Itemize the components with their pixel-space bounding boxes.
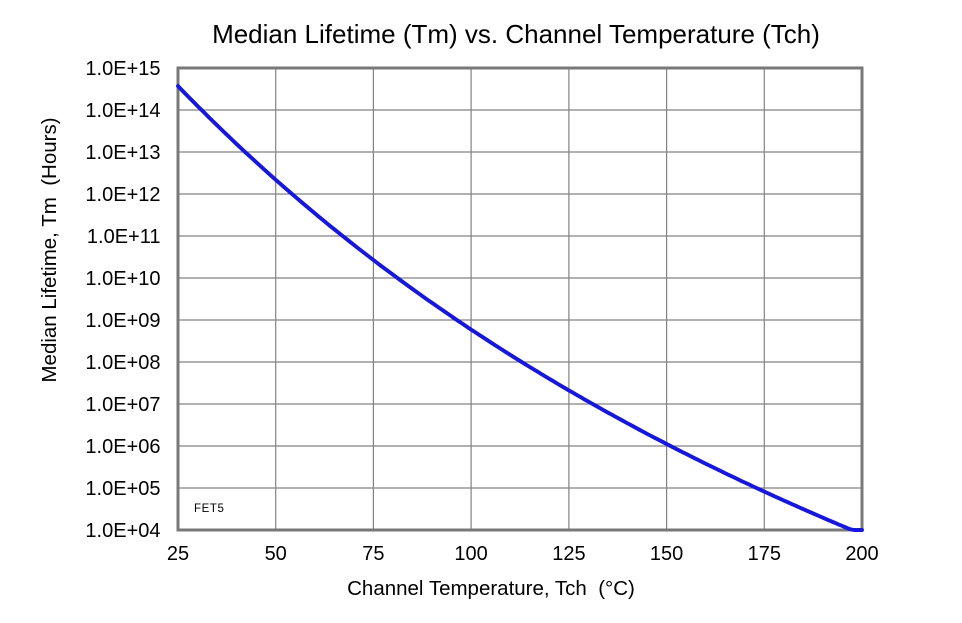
svg-text:200: 200 (845, 543, 878, 565)
svg-text:Median Lifetime, Tm (Hours): Median Lifetime, Tm (Hours) (38, 117, 61, 382)
svg-text:1.0E+07: 1.0E+07 (85, 394, 160, 416)
svg-text:1.0E+11: 1.0E+11 (87, 226, 161, 248)
svg-text:1.0E+13: 1.0E+13 (85, 142, 160, 164)
svg-text:1.0E+14: 1.0E+14 (85, 100, 160, 122)
svg-text:75: 75 (362, 543, 384, 565)
svg-text:1.0E+10: 1.0E+10 (85, 268, 160, 290)
svg-text:175: 175 (748, 543, 781, 565)
svg-text:FET5: FET5 (194, 503, 225, 515)
svg-text:1.0E+12: 1.0E+12 (85, 184, 160, 206)
svg-text:50: 50 (265, 543, 287, 565)
svg-text:1.0E+09: 1.0E+09 (85, 310, 160, 332)
svg-text:Channel Temperature, Tch (°C): Channel Temperature, Tch (°C) (347, 577, 635, 600)
svg-text:25: 25 (167, 543, 189, 565)
svg-text:125: 125 (552, 543, 585, 565)
svg-text:100: 100 (454, 543, 487, 565)
svg-text:1.0E+08: 1.0E+08 (85, 352, 160, 374)
svg-text:1.0E+05: 1.0E+05 (85, 478, 160, 500)
svg-text:150: 150 (650, 543, 683, 565)
svg-text:1.0E+04: 1.0E+04 (85, 520, 160, 542)
svg-text:1.0E+15: 1.0E+15 (85, 58, 160, 80)
svg-text:1.0E+06: 1.0E+06 (85, 436, 160, 458)
svg-text:Median Lifetime (Tm) vs. Chann: Median Lifetime (Tm) vs. Channel Tempera… (212, 19, 820, 49)
